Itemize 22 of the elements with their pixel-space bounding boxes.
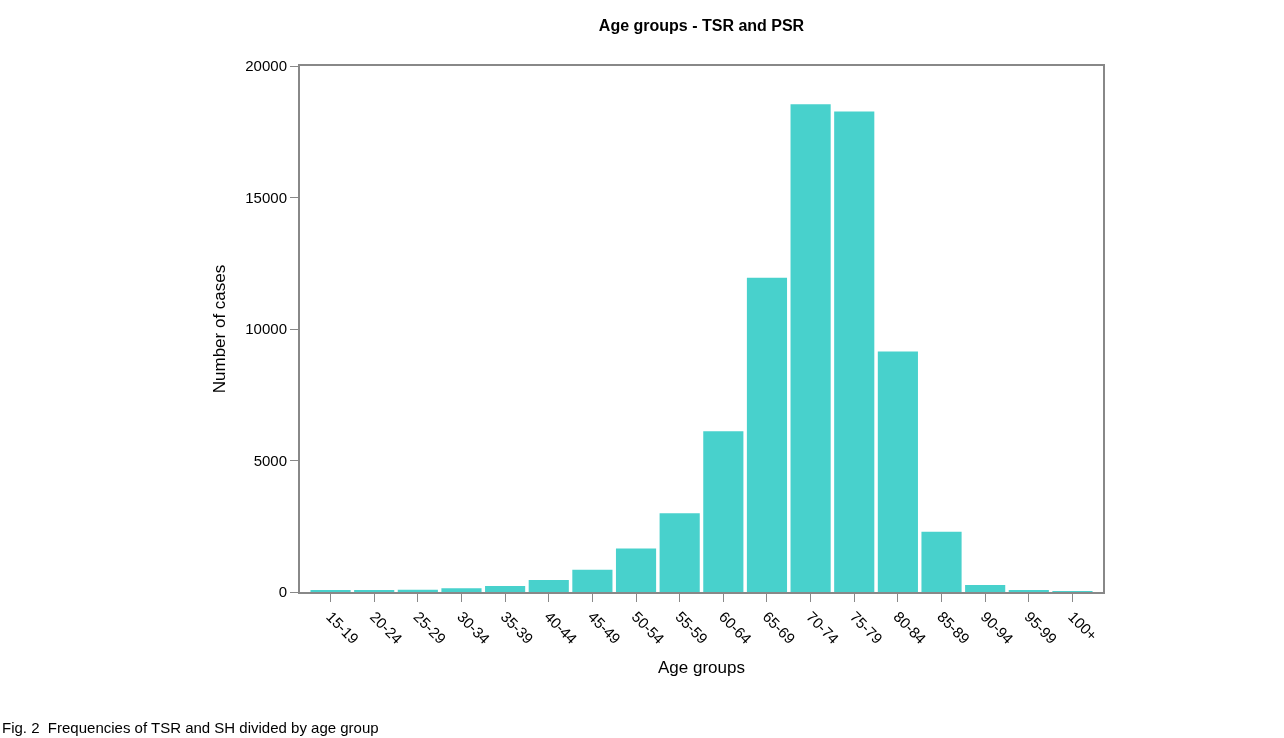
bar — [441, 588, 482, 592]
bar — [485, 585, 526, 592]
bar — [746, 277, 788, 592]
bar — [877, 351, 918, 592]
chart-title: Age groups - TSR and PSR — [598, 17, 805, 35]
bar — [834, 111, 875, 592]
y-tick-label: 15000 — [245, 188, 287, 206]
y-tick-label: 5000 — [253, 451, 287, 469]
y-tick-label: 20000 — [245, 57, 287, 75]
y-axis-title: Number of cases — [210, 264, 230, 394]
bar — [528, 579, 569, 592]
x-axis-title: Age groups — [658, 657, 745, 677]
bar — [921, 531, 962, 592]
bar — [615, 548, 657, 592]
y-tick-label: 0 — [278, 583, 287, 601]
y-tick-label: 10000 — [245, 320, 287, 338]
bar — [572, 569, 613, 592]
bar — [790, 104, 831, 592]
bar — [659, 513, 700, 592]
bar — [703, 431, 744, 592]
bar — [965, 584, 1006, 592]
caption: Fig. 2 Frequencies of TSR and SH divided by age group — [2, 719, 379, 736]
